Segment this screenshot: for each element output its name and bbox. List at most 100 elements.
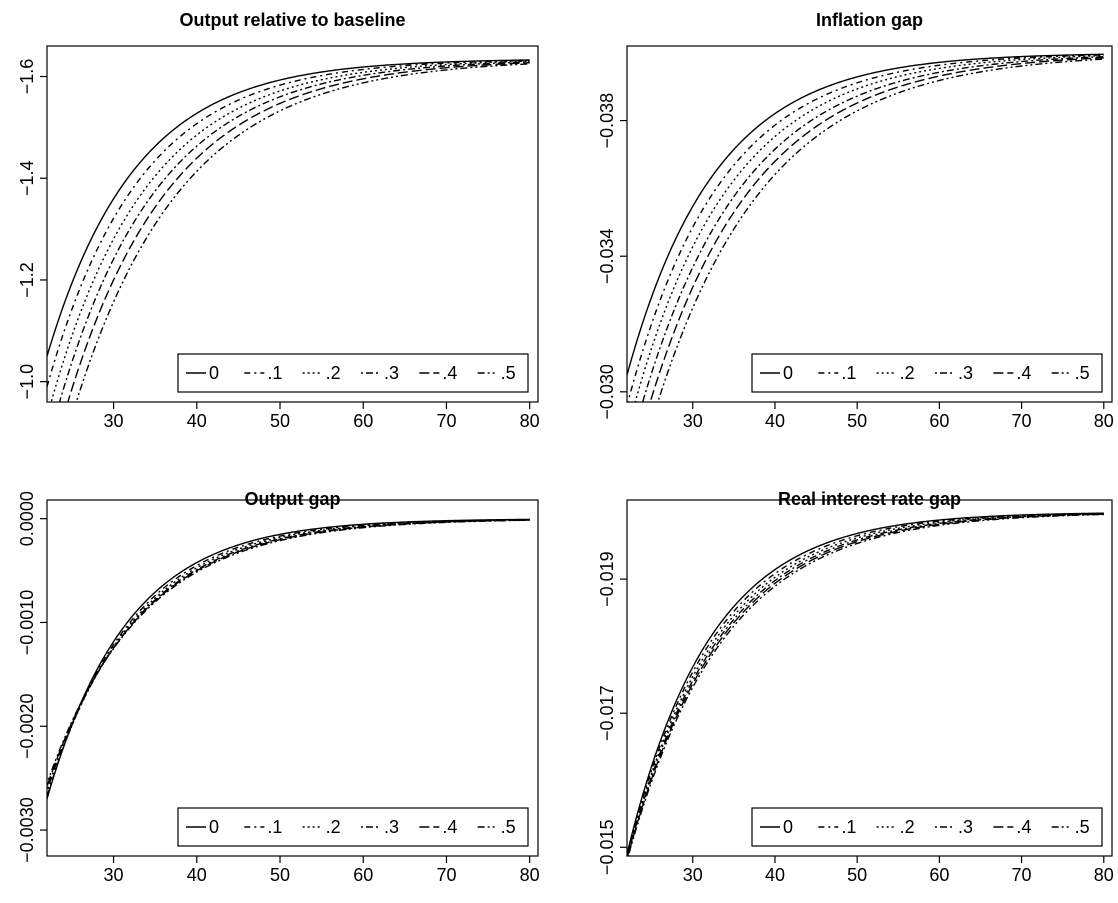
x-tick-label: 50 [847,411,867,431]
legend-label: .4 [442,363,457,383]
series-line-p2 [634,54,1104,402]
panel-title: Output gap [245,489,341,509]
series-line-0 [47,518,530,802]
legend-label: .3 [958,817,973,837]
x-tick-label: 80 [520,411,540,431]
legend-label: .3 [958,363,973,383]
legend-label: 0 [783,817,793,837]
series-line-p3 [641,56,1104,402]
panel-4: Real interest rate gap 30 40 50 60 70 80 −0.015… [597,489,1114,885]
legend-label: 0 [783,363,793,383]
legend-label: .2 [900,817,915,837]
series-line-p1 [47,59,530,390]
x-tick-label: 80 [1094,865,1114,885]
legend-label: .3 [384,363,399,383]
panel-title: Output relative to baseline [179,10,405,30]
y-tick-label: −1.4 [17,160,37,196]
legend-label: .5 [1075,363,1090,383]
y-tick-label: −0.034 [597,228,617,284]
panel-3: Output gap 30 40 50 60 70 80 −0.0030 −0.0020 −0.0… [17,489,540,885]
legend-label: 0 [209,363,219,383]
legend-label: .1 [267,363,282,383]
series-line-p3 [47,519,530,793]
legend-label: .2 [326,817,341,837]
series-group [627,512,1104,856]
x-tick-label: 80 [1094,411,1114,431]
series-line-p4 [67,62,530,402]
series-line-p4 [47,519,530,789]
series-line-p5 [627,513,1104,856]
panel-2: Inflation gap 30 40 50 60 70 80 −0.030 −0.034 −0.… [597,10,1114,431]
y-tick-label: −0.0010 [17,590,37,656]
x-tick-label: 30 [683,865,703,885]
y-tick-label: −0.0030 [17,797,37,863]
legend: 0 .1 .2 .3 .4 .5 [177,353,529,393]
x-tick-label: 50 [847,865,867,885]
y-tick-label: −1.6 [17,59,37,95]
series-line-p4 [627,513,1104,856]
x-tick-label: 30 [104,865,124,885]
panel-title: Real interest rate gap [778,489,961,509]
legend-label: .4 [442,817,457,837]
x-tick-label: 50 [270,411,290,431]
legend-box [751,807,1103,847]
legend-label: .5 [1075,817,1090,837]
series-line-p5 [75,63,530,402]
x-tick-label: 40 [765,411,785,431]
panel-title: Inflation gap [816,10,923,30]
legend-box [177,353,529,393]
y-tick-label: −0.0020 [17,693,37,759]
x-tick-label: 80 [520,865,540,885]
legend-label: .2 [900,363,915,383]
x-tick-label: 70 [1012,411,1032,431]
y-tick-label: −1.2 [17,262,37,298]
x-tick-label: 50 [270,865,290,885]
plot-frame [46,499,539,857]
plot-frame [626,45,1113,403]
series-group [627,53,1104,402]
legend: 0 .1 .2 .3 .4 .5 [751,807,1103,847]
x-tick-label: 60 [929,411,949,431]
series-line-p5 [47,519,530,786]
legend-label: .1 [267,817,282,837]
series-group [47,518,530,802]
x-tick-label: 30 [104,411,124,431]
y-tick-label: −0.038 [597,93,617,149]
legend-label: .5 [501,363,516,383]
y-tick-label: −1.0 [17,364,37,400]
series-line-0 [627,53,1104,378]
series-line-p2 [627,512,1104,856]
legend-label: .4 [1016,817,1031,837]
x-tick-label: 60 [929,865,949,885]
y-tick-label: −0.015 [597,820,617,876]
y-tick-label: −0.017 [597,685,617,741]
legend-box [177,807,529,847]
series-line-p2 [47,519,530,798]
series-line-p4 [649,57,1104,402]
legend-label: .1 [841,363,856,383]
series-line-0 [47,59,530,359]
legend-label: .1 [841,817,856,837]
x-tick-label: 60 [353,865,373,885]
legend-label: .2 [326,363,341,383]
series-line-p3 [58,61,530,402]
legend: 0 .1 .2 .3 .4 .5 [751,353,1103,393]
x-tick-label: 70 [1012,865,1032,885]
legend-box [751,353,1103,393]
x-tick-label: 40 [187,411,207,431]
y-tick-label: 0.0000 [17,491,37,546]
legend-label: 0 [209,817,219,837]
legend: 0 .1 .2 .3 .4 .5 [177,807,529,847]
x-tick-label: 30 [683,411,703,431]
series-line-p1 [627,54,1104,402]
series-group [47,59,530,402]
legend-label: .5 [501,817,516,837]
y-tick-label: −0.030 [597,364,617,420]
x-tick-label: 60 [353,411,373,431]
panel-1: Output relative to baseline 30 40 50 60 70 80 −… [17,10,540,431]
legend-label: .4 [1016,363,1031,383]
series-line-p1 [47,518,530,800]
x-tick-label: 70 [436,411,456,431]
series-line-p5 [657,58,1104,402]
